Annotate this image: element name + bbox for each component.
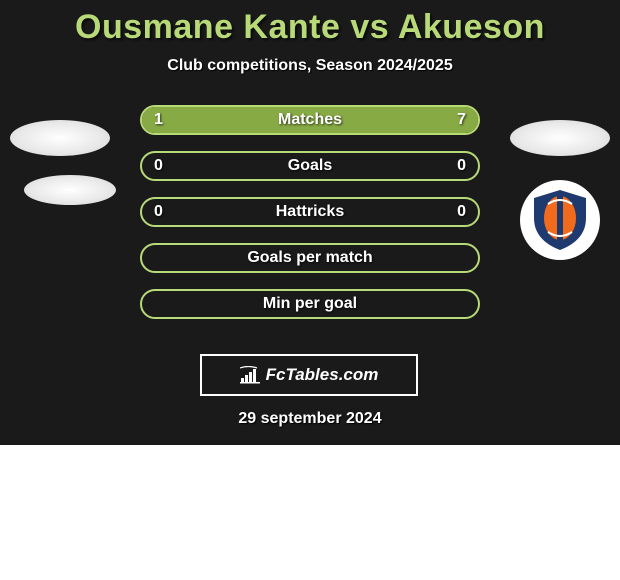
stat-bar-track: Goals per match <box>140 243 480 273</box>
stat-bar-track: 00Hattricks <box>140 197 480 227</box>
stat-bar-track: Min per goal <box>140 289 480 319</box>
stats-area: 17Matches 00Goals 00Hattricks Goals per mat… <box>0 105 620 319</box>
watermark-text: FcTables.com <box>266 365 379 385</box>
watermark: FcTables.com <box>200 354 418 396</box>
stat-label: Goals per match <box>142 245 478 271</box>
stat-bar-track: 17Matches <box>140 105 480 135</box>
bar-chart-icon <box>240 366 262 384</box>
stat-row: Min per goal <box>0 289 620 319</box>
stat-label: Goals <box>142 153 478 179</box>
subtitle: Club competitions, Season 2024/2025 <box>0 57 620 75</box>
stat-label: Matches <box>142 107 478 133</box>
stat-label: Min per goal <box>142 291 478 317</box>
stat-row: 17Matches <box>0 105 620 135</box>
stat-row: 00Goals <box>0 151 620 181</box>
stat-label: Hattricks <box>142 199 478 225</box>
stat-row: Goals per match <box>0 243 620 273</box>
page-title: Ousmane Kante vs Akueson <box>0 0 620 47</box>
date-line: 29 september 2024 <box>0 410 620 428</box>
stat-row: 00Hattricks <box>0 197 620 227</box>
stat-bar-track: 00Goals <box>140 151 480 181</box>
comparison-card: Ousmane Kante vs Akueson Club competitio… <box>0 0 620 445</box>
